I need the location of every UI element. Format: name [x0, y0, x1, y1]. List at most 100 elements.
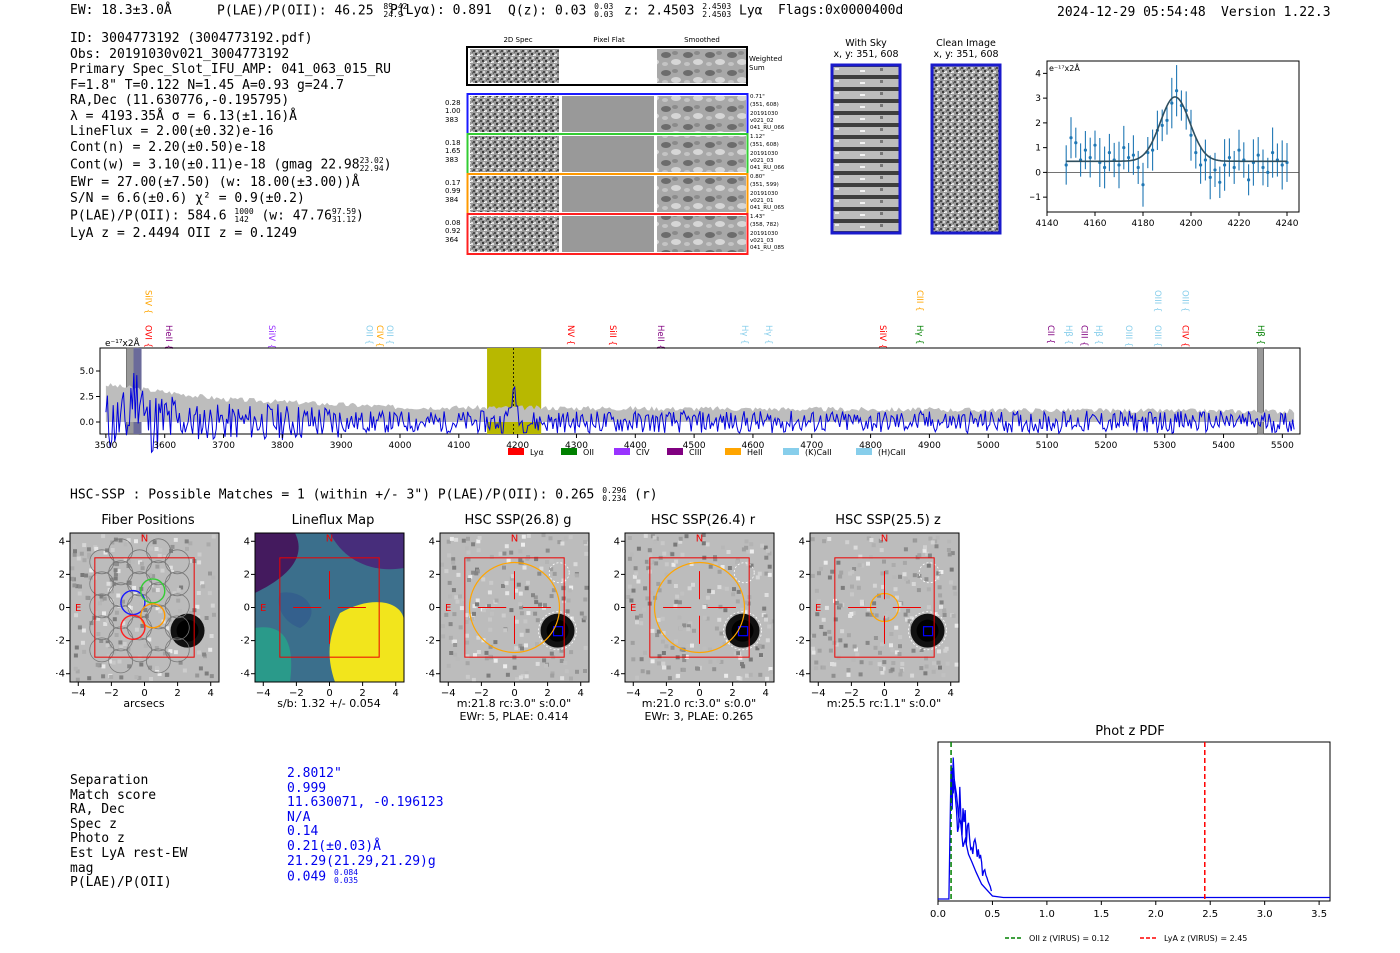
- y-tick-label: −4: [241, 669, 250, 680]
- sky-pixel: [97, 601, 102, 606]
- bright-source-core: [176, 619, 199, 642]
- sky-pixel: [939, 570, 944, 574]
- full-spectrum-unit: e⁻¹⁷x2Å: [105, 337, 141, 349]
- sky-pixel: [906, 608, 911, 613]
- sky-pixel: [884, 570, 889, 575]
- sky-pixel: [567, 588, 572, 593]
- sky-pixel: [744, 539, 749, 544]
- sky-pixel: [697, 665, 702, 670]
- sky-pixel: [879, 548, 884, 553]
- sky-pixel: [654, 561, 659, 566]
- sky-pixel: [948, 580, 953, 585]
- east-label: E: [260, 603, 266, 614]
- sky-pixel: [114, 633, 119, 637]
- sky-pixel: [440, 624, 445, 629]
- sky-pixel: [673, 584, 678, 588]
- x-tick-label: 3900: [330, 441, 353, 451]
- sky-pixel: [848, 571, 853, 576]
- info-plae: P(LAE)/P(OII): 584.6 1000 142 (w: 47.76 97…: [70, 208, 392, 224]
- sky-pixel: [708, 564, 713, 569]
- sky-pixel: [865, 640, 870, 645]
- info-contw-value: Cont(w) = 3.10(±0.11)e-18 (gmag 22.98: [70, 157, 360, 173]
- header-z: z: 2.4503 2.4503 2.4503 Lyα: [624, 3, 763, 19]
- sky-pixel: [148, 665, 153, 670]
- sky-pixel: [828, 636, 833, 641]
- sky-pixel: [526, 611, 531, 616]
- sky-pixel: [898, 635, 903, 640]
- row-flat-image: [562, 96, 654, 132]
- sky-pixel: [96, 616, 101, 621]
- sky-pixel: [664, 572, 669, 577]
- legend-label: LyA z (VIRUS) = 2.45: [1164, 934, 1247, 943]
- sky-pixel: [740, 607, 745, 612]
- data-point: [1160, 123, 1164, 127]
- y-tick-label: 2: [429, 569, 435, 580]
- header-flags: Flags:0x0000400d: [778, 3, 904, 18]
- sky-pixel: [671, 562, 676, 567]
- sky-pixel: [561, 596, 566, 601]
- sky-pixel: [893, 571, 898, 576]
- sky-pixel: [208, 647, 213, 652]
- sky-pixel: [640, 669, 645, 674]
- y-tick-label: 0: [1035, 168, 1041, 178]
- legend-swatch: [614, 448, 630, 455]
- sky-pixel: [682, 623, 687, 628]
- sky-pixel: [898, 574, 902, 579]
- sky-pixel: [652, 535, 657, 540]
- row3-r5: 041_RU_065: [750, 205, 785, 211]
- sky-pixel: [713, 555, 717, 560]
- sky-pixel: [466, 536, 470, 541]
- sky-pixel: [859, 660, 864, 665]
- sky-pixel: [858, 554, 863, 559]
- north-label: N: [141, 533, 148, 544]
- hsc-title: HSC-SSP : Possible Matches = 1 (within +…: [70, 487, 658, 503]
- sky-pixel: [152, 534, 156, 539]
- sky-pixel: [476, 650, 481, 654]
- legend-label: Lyα: [530, 448, 544, 457]
- photz-frame: [937, 741, 1331, 902]
- sky-pixel: [113, 568, 118, 573]
- sky-pixel: [894, 650, 899, 655]
- bright-source-core: [731, 619, 754, 642]
- sky-pixel: [695, 666, 699, 671]
- sky-pixel: [534, 557, 539, 562]
- sky-pixel: [810, 634, 815, 639]
- sky-pixel: [518, 675, 523, 680]
- sky-pixel: [890, 648, 895, 653]
- sky-pixel: [583, 597, 588, 602]
- header-qz-value: Q(z): 0.03: [508, 3, 587, 19]
- sky-pixel: [638, 613, 643, 618]
- sky-pixel: [550, 673, 555, 678]
- sky-pixel: [449, 536, 454, 541]
- value-separation: 2.8012": [287, 766, 342, 781]
- sky-pixel: [471, 542, 476, 547]
- sky-pixel: [942, 608, 947, 613]
- sky-pixel: [830, 569, 835, 574]
- sky-pixel: [905, 579, 910, 584]
- sky-pixel: [453, 643, 458, 647]
- label-est-lya-ew: Est LyA rest-EW: [70, 845, 188, 861]
- value-plae-hi: 0.084: [333, 868, 359, 878]
- y-tick-label: 4: [799, 536, 805, 547]
- hsc-band: (r): [634, 487, 658, 503]
- sky-pixel: [512, 665, 517, 670]
- label-spec-z: Spec z: [70, 816, 117, 832]
- sky-pixel: [458, 594, 462, 599]
- sky-pixel: [822, 631, 827, 636]
- sky-pixel: [87, 554, 92, 559]
- y-tick-label: 2: [244, 569, 250, 580]
- sky-pixel: [681, 654, 686, 658]
- sky-pixel: [139, 561, 144, 566]
- sky-pixel: [127, 559, 132, 564]
- y-tick-label: 2.5: [80, 393, 94, 403]
- sky-pixel: [881, 575, 886, 580]
- sky-pixel: [736, 651, 741, 656]
- sky-pixel: [534, 600, 539, 605]
- search-box: [279, 557, 380, 658]
- sky-pixel: [716, 659, 721, 664]
- sky-pixel: [112, 582, 117, 586]
- sky-pixel: [845, 540, 850, 545]
- x-tick-label: 4: [578, 688, 584, 699]
- sky-pixel: [489, 554, 494, 559]
- x-tick-label: 4100: [447, 441, 470, 451]
